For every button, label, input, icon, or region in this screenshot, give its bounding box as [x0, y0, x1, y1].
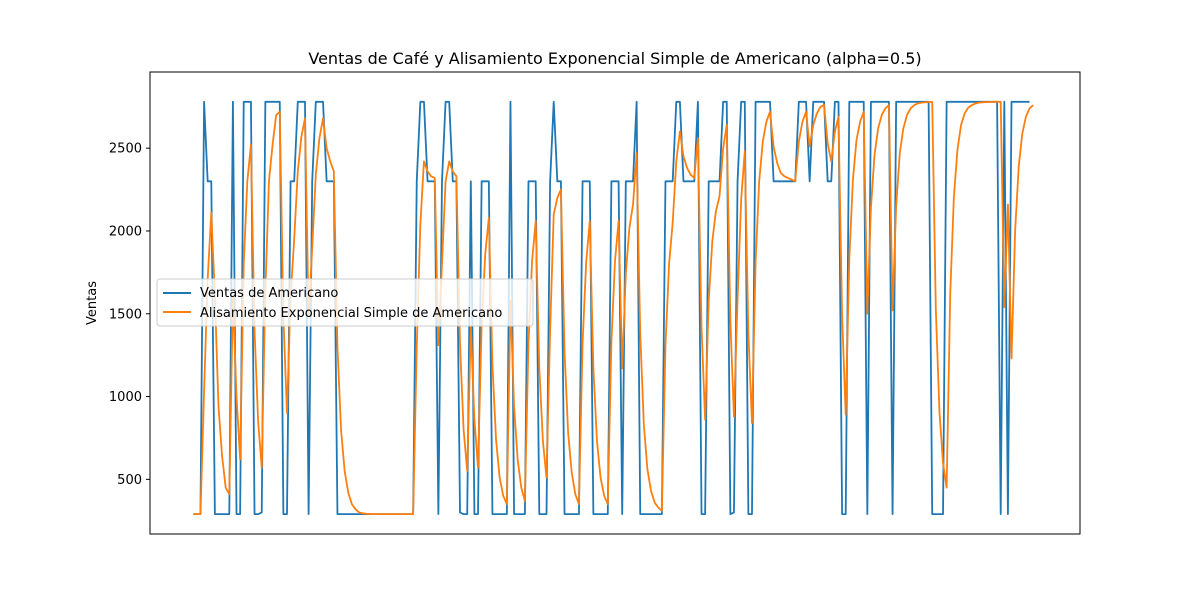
y-tick-label: 500	[117, 473, 142, 488]
legend: Ventas de Americano Alisamiento Exponenc…	[156, 278, 534, 327]
plot-frame	[149, 71, 1081, 535]
legend-label-actual: Ventas de Americano	[200, 286, 338, 301]
legend-box	[156, 278, 534, 327]
y-tick-label: 1500	[109, 307, 142, 322]
series-layer	[193, 100, 1034, 516]
chart-title: Ventas de Café y Alisamiento Exponencial…	[308, 49, 921, 68]
y-axis-label: Ventas	[85, 281, 100, 325]
y-tick-label: 2000	[109, 224, 142, 239]
series-line-alisamiento-americano	[193, 100, 1034, 516]
y-axis: 500 1000 1500 2000 2500	[109, 142, 150, 488]
y-tick-label: 2500	[109, 142, 142, 157]
series-line-ventas-americano	[193, 100, 1030, 516]
legend-label-smoothed: Alisamiento Exponencial Simple de Americ…	[200, 306, 502, 321]
y-tick-label: 1000	[109, 390, 142, 405]
